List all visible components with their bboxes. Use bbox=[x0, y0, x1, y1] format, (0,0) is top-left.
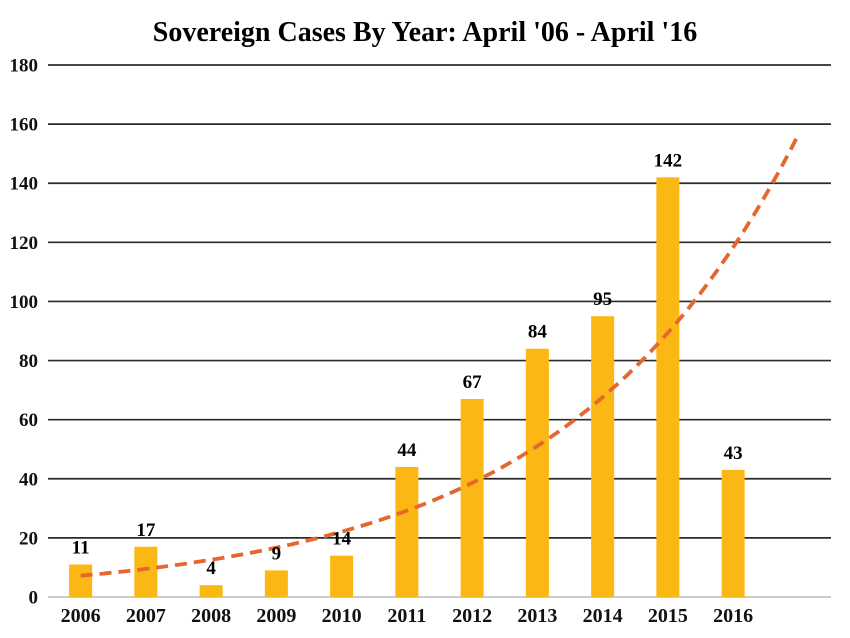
bar-2007 bbox=[134, 546, 158, 597]
gridlines-group bbox=[48, 64, 831, 598]
y-axis-labels-group: 0 20 40 60 80 100 120 140 160 180 bbox=[10, 56, 39, 609]
bars-group bbox=[69, 177, 745, 598]
bar-2006 bbox=[69, 564, 93, 597]
x-axis-label-2013: 2013 bbox=[517, 605, 557, 627]
trendline-group bbox=[80, 133, 801, 578]
bar-value-label: 11 bbox=[72, 537, 90, 558]
chart-title: Sovereign Cases By Year: April '06 - Apr… bbox=[153, 17, 697, 48]
trendline-path bbox=[80, 133, 801, 578]
y-axis-tick-label: 0 bbox=[29, 588, 39, 609]
x-axis-label-2010: 2010 bbox=[322, 605, 362, 627]
bar-value-labels-group: 11 17 4 9 14 44 67 84 95 142 43 bbox=[72, 150, 743, 579]
y-axis-tick-label: 140 bbox=[10, 174, 39, 195]
y-axis-tick-label: 120 bbox=[10, 233, 39, 254]
y-axis-tick-label: 80 bbox=[19, 351, 38, 372]
y-axis-tick-label: 100 bbox=[10, 292, 39, 313]
x-axis-label-2008: 2008 bbox=[191, 605, 231, 627]
x-axis-labels-group: 2006 2007 2008 2009 2010 2011 2012 2013 2014 2015… bbox=[61, 605, 754, 627]
x-axis-label-2015: 2015 bbox=[648, 605, 688, 627]
x-axis-label-2011: 2011 bbox=[387, 605, 426, 627]
x-axis-label-2014: 2014 bbox=[583, 605, 623, 627]
y-axis-tick-label: 40 bbox=[19, 469, 38, 490]
bar-2009 bbox=[264, 570, 288, 597]
y-axis-tick-label: 180 bbox=[10, 56, 39, 77]
bar-value-label: 67 bbox=[463, 372, 483, 393]
x-axis-label-2007: 2007 bbox=[126, 605, 166, 627]
y-axis-tick-label: 60 bbox=[19, 410, 38, 431]
y-axis-tick-label: 20 bbox=[19, 528, 38, 549]
bar-2013 bbox=[525, 348, 549, 597]
bar-value-label: 4 bbox=[206, 558, 216, 579]
x-axis-label-2006: 2006 bbox=[61, 605, 101, 627]
x-axis-label-2009: 2009 bbox=[256, 605, 296, 627]
bar-2016 bbox=[721, 469, 745, 597]
bar-value-label: 17 bbox=[136, 520, 156, 541]
x-axis-label-2012: 2012 bbox=[452, 605, 492, 627]
bar-value-label: 14 bbox=[332, 529, 352, 550]
y-axis-tick-label: 160 bbox=[10, 115, 39, 136]
bar-value-label: 9 bbox=[272, 543, 282, 564]
bar-2012 bbox=[460, 398, 484, 597]
bar-value-label: 95 bbox=[593, 289, 612, 310]
bar-2014 bbox=[591, 316, 615, 597]
bar-value-label: 44 bbox=[397, 440, 417, 461]
bar-2015 bbox=[656, 177, 680, 598]
bar-2008 bbox=[199, 585, 223, 597]
bar-value-label: 43 bbox=[724, 443, 743, 464]
bar-value-label: 84 bbox=[528, 322, 548, 343]
bar-value-label: 142 bbox=[654, 150, 683, 171]
bar-2010 bbox=[330, 555, 354, 597]
x-axis-label-2016: 2016 bbox=[713, 605, 753, 627]
bar-2011 bbox=[395, 466, 419, 597]
